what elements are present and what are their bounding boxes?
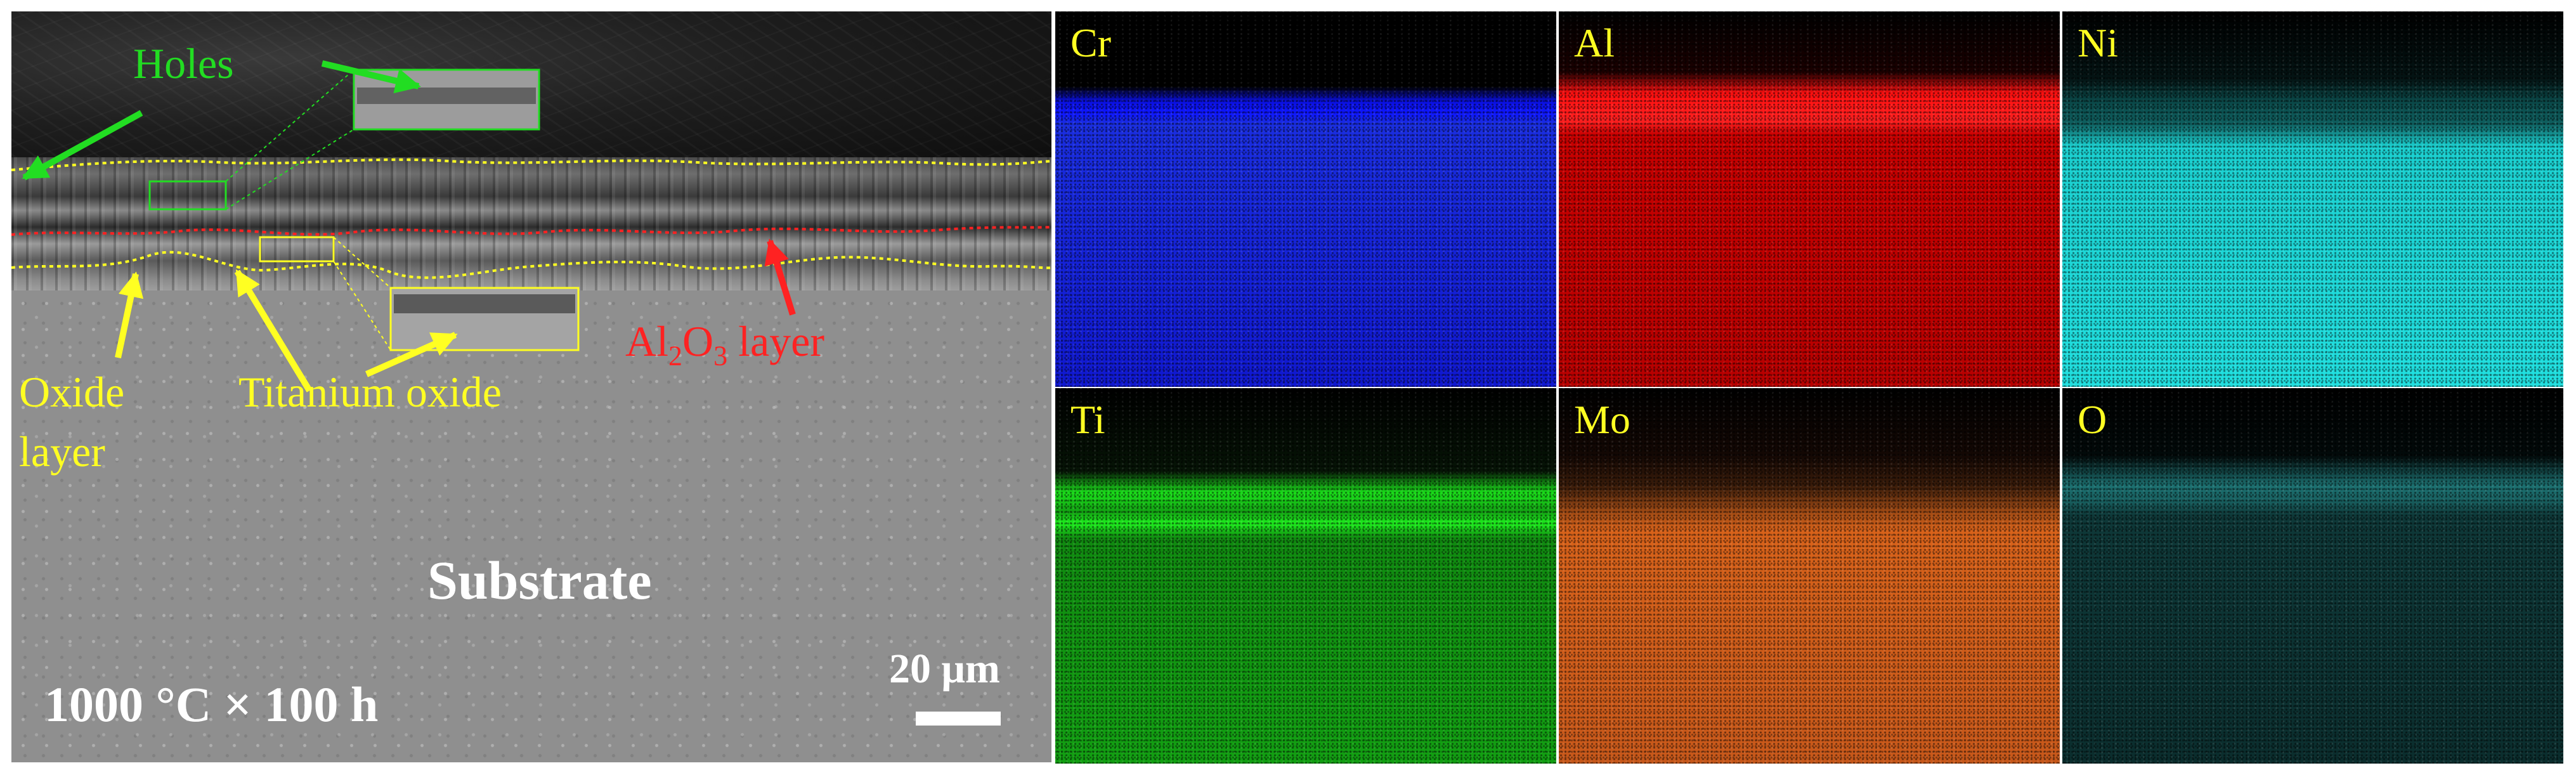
holes-zoom-connector <box>225 129 355 210</box>
oxide-outer-boundary <box>11 158 1051 171</box>
holes-source-box <box>148 180 227 211</box>
oxide-inner-boundary <box>11 251 1051 279</box>
titanium-oxide-zoom-connector <box>333 261 391 351</box>
eds-map-label: Ni <box>2078 20 2118 65</box>
oxide-layer-label-line1: Oxide <box>19 368 125 416</box>
scale-bar-label: 20 μm <box>889 646 1000 692</box>
eds-map-ni: Ni <box>2062 11 2563 387</box>
al2o3-layer-label: Al2O3 layer <box>625 317 825 372</box>
holes-arrow <box>321 60 421 94</box>
titanium-oxide-label: Titanium oxide <box>238 368 502 416</box>
oxide-layer-arrow <box>115 271 144 359</box>
holes-zoom-texture <box>357 88 536 104</box>
eds-map-o: O <box>2062 388 2563 764</box>
holes-zoom-connector <box>225 69 355 182</box>
oxide-layer-label-line2: layer <box>19 427 105 476</box>
eds-map-al: Al <box>1559 11 2060 387</box>
condition-label: 1000 °C × 100 h <box>44 677 379 732</box>
sem-substrate-region <box>11 290 1051 762</box>
eds-map-label: Cr <box>1070 20 1111 65</box>
titanium-oxide-arrow <box>234 269 313 393</box>
eds-map-cr: Cr <box>1055 11 1556 387</box>
eds-map-label: Ti <box>1070 397 1105 442</box>
eds-map-label: O <box>2078 397 2107 442</box>
eds-map-mo: Mo <box>1559 388 2060 764</box>
sem-annotation-overlay <box>11 60 1051 393</box>
eds-map-label: Mo <box>1574 397 1630 442</box>
holes-label: Holes <box>133 39 234 88</box>
titanium-oxide-arrow <box>365 332 458 377</box>
titanium-oxide-zoom-texture <box>394 294 575 313</box>
titanium-oxide-source-box <box>259 236 335 263</box>
sem-cross-section-image: Holes Oxide layer Titanium oxide Al2O3 l… <box>11 11 1051 762</box>
scale-bar <box>916 712 1001 726</box>
substrate-label: Substrate <box>427 550 652 611</box>
eds-map-label: Al <box>1574 20 1615 65</box>
holes-arrow <box>22 110 143 181</box>
sem-substrate-texture <box>11 290 1051 762</box>
al2o3-arrow <box>764 238 796 316</box>
eds-map-ti: Ti <box>1055 388 1556 764</box>
titanium-oxide-zoom-connector <box>333 237 391 289</box>
al2o3-boundary <box>11 226 1051 236</box>
